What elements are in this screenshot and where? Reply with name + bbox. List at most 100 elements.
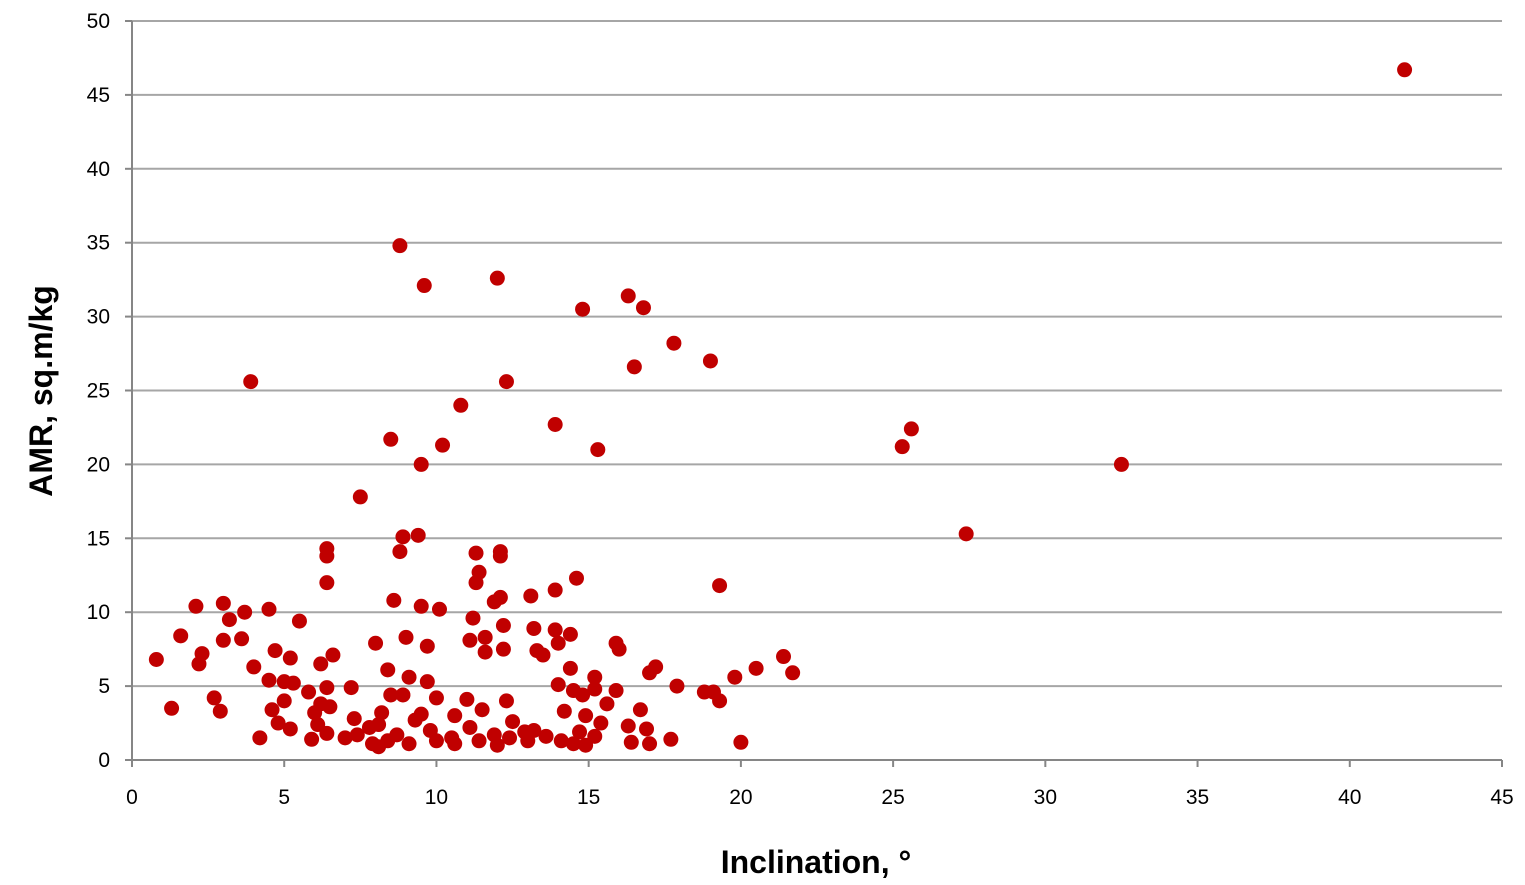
y-tick-label: 20 — [87, 453, 110, 476]
gridlines — [132, 20, 1502, 688]
data-point — [392, 544, 408, 560]
data-point — [413, 598, 429, 614]
data-point — [413, 456, 429, 472]
data-point — [568, 570, 584, 586]
data-point — [489, 270, 505, 286]
data-point — [776, 649, 792, 665]
data-point — [267, 643, 283, 659]
data-point — [164, 700, 180, 716]
y-tick-label: 5 — [98, 675, 110, 698]
data-point — [383, 687, 399, 703]
data-point — [1113, 456, 1129, 472]
y-tick-label: 40 — [87, 158, 110, 181]
x-tick-label: 35 — [1186, 786, 1209, 809]
data-point — [575, 301, 591, 317]
data-point — [261, 601, 277, 617]
x-tick-label: 45 — [1490, 786, 1513, 809]
data-point — [663, 731, 679, 747]
data-points — [148, 62, 1413, 755]
data-point — [398, 629, 414, 645]
data-point — [285, 675, 301, 691]
data-point — [733, 734, 749, 750]
data-point — [246, 659, 262, 675]
x-tick-label: 5 — [278, 786, 290, 809]
data-point — [386, 592, 402, 608]
data-point — [489, 737, 505, 753]
data-point — [206, 690, 222, 706]
data-point — [468, 545, 484, 561]
data-point — [447, 708, 463, 724]
data-point — [349, 727, 365, 743]
data-point — [243, 374, 259, 390]
data-point — [553, 733, 569, 749]
data-point — [748, 660, 764, 676]
data-point — [392, 238, 408, 254]
x-axis-title: Inclination, ° — [721, 844, 912, 880]
data-point — [903, 421, 919, 437]
data-point — [505, 714, 521, 730]
data-point — [635, 300, 651, 316]
data-point — [428, 690, 444, 706]
data-point — [702, 353, 718, 369]
data-point — [304, 731, 320, 747]
data-point — [620, 288, 636, 304]
data-point — [319, 575, 335, 591]
y-tick-label: 15 — [87, 527, 110, 550]
data-point — [712, 693, 728, 709]
data-point — [319, 725, 335, 741]
data-point — [958, 526, 974, 542]
data-point — [590, 442, 606, 458]
data-point — [188, 598, 204, 614]
data-point — [608, 683, 624, 699]
data-point — [319, 680, 335, 696]
data-point — [419, 674, 435, 690]
data-point — [477, 644, 493, 660]
data-point — [337, 730, 353, 746]
data-point — [343, 680, 359, 696]
data-point — [639, 721, 655, 737]
data-point — [547, 582, 563, 598]
data-point — [346, 711, 362, 727]
data-point — [712, 578, 728, 594]
x-tick-label: 25 — [881, 786, 904, 809]
data-point — [431, 601, 447, 617]
data-point — [578, 737, 594, 753]
data-point — [620, 718, 636, 734]
data-point — [666, 335, 682, 351]
data-point — [572, 724, 588, 740]
data-point — [276, 693, 292, 709]
data-point — [562, 660, 578, 676]
data-point — [395, 529, 411, 545]
data-point — [191, 656, 207, 672]
data-point — [894, 439, 910, 455]
data-point — [307, 705, 323, 721]
data-point — [215, 595, 231, 611]
data-point — [291, 613, 307, 629]
data-point — [477, 629, 493, 645]
data-point — [410, 527, 426, 543]
data-point — [234, 631, 250, 647]
data-point — [520, 733, 536, 749]
data-point — [565, 736, 581, 752]
data-point — [486, 594, 502, 610]
axes — [125, 20, 1503, 767]
data-point — [495, 641, 511, 657]
y-tick-labels: 0 5 10 15 20 25 30 35 40 45 50 — [87, 10, 110, 772]
data-point — [407, 712, 423, 728]
data-point — [550, 677, 566, 693]
data-point — [535, 647, 551, 663]
y-axis-title: AMR, sq.m/kg — [23, 285, 59, 497]
data-point — [319, 548, 335, 564]
x-tick-label: 0 — [126, 786, 138, 809]
data-point — [642, 665, 658, 681]
data-point — [669, 678, 685, 694]
data-point — [587, 669, 603, 685]
data-point — [401, 736, 417, 752]
data-point — [252, 730, 268, 746]
data-point — [785, 665, 801, 681]
data-point — [462, 719, 478, 735]
data-point — [270, 715, 286, 731]
x-tick-label: 10 — [425, 786, 448, 809]
data-point — [264, 702, 280, 718]
